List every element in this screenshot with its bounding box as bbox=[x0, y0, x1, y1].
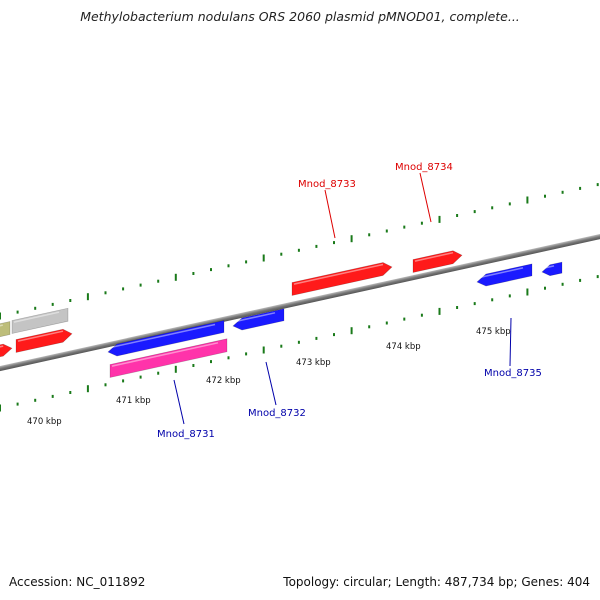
label-leader-mnod-8735 bbox=[509, 317, 512, 367]
tick-labels: 470 kbp 471 kbp 472 kbp 473 kbp 474 kbp … bbox=[27, 327, 511, 427]
outer-tick-track bbox=[0, 183, 599, 320]
gene-label-mnod-8732[interactable]: Mnod_8732 bbox=[248, 408, 306, 419]
gene-forward-edge[interactable] bbox=[0, 343, 13, 359]
label-leader-mnod-8732 bbox=[265, 361, 277, 406]
topology-summary: Topology: circular; Length: 487,734 bp; … bbox=[283, 575, 590, 589]
gene-mnod-8732[interactable] bbox=[232, 308, 285, 331]
gene-label-mnod-8731[interactable]: Mnod_8731 bbox=[157, 429, 215, 440]
gene-grey[interactable] bbox=[11, 307, 69, 334]
map-title: Methylobacterium nodulans ORS 2060 plasm… bbox=[80, 9, 520, 24]
gene-mnod-8733[interactable] bbox=[291, 262, 393, 296]
accession-text: Accession: NC_011892 bbox=[9, 575, 146, 589]
gene-mnod-8731[interactable] bbox=[109, 338, 228, 378]
gene-label-mnod-8735[interactable]: Mnod_8735 bbox=[484, 368, 542, 379]
tick-label-474: 474 kbp bbox=[386, 342, 421, 352]
gene-olive[interactable] bbox=[0, 321, 11, 339]
label-leader-mnod-8733 bbox=[324, 189, 336, 239]
label-leader-mnod-8731 bbox=[173, 379, 185, 425]
gene-labels: Mnod_8733 Mnod_8734 Mnod_8731 Mnod_8732 … bbox=[157, 162, 542, 440]
tick-label-471: 471 kbp bbox=[116, 396, 151, 406]
gene-label-mnod-8734[interactable]: Mnod_8734 bbox=[395, 162, 453, 173]
tick-label-475: 475 kbp bbox=[476, 327, 511, 337]
gene-mnod-8734[interactable] bbox=[412, 250, 463, 273]
gene-reverse-right[interactable] bbox=[541, 261, 563, 277]
tick-label-470: 470 kbp bbox=[27, 417, 62, 427]
tick-label-473: 473 kbp bbox=[296, 358, 331, 368]
tick-label-472: 472 kbp bbox=[206, 376, 241, 386]
gene-mnod-8731-reverse[interactable] bbox=[107, 320, 225, 357]
gene-forward-left[interactable] bbox=[15, 328, 73, 353]
gene-label-mnod-8733[interactable]: Mnod_8733 bbox=[298, 179, 356, 190]
inner-tick-track bbox=[0, 275, 599, 412]
label-leader-mnod-8734 bbox=[419, 172, 432, 223]
gene-features bbox=[0, 250, 563, 378]
gene-mnod-8735[interactable] bbox=[476, 263, 533, 287]
genome-backbone bbox=[0, 214, 600, 391]
